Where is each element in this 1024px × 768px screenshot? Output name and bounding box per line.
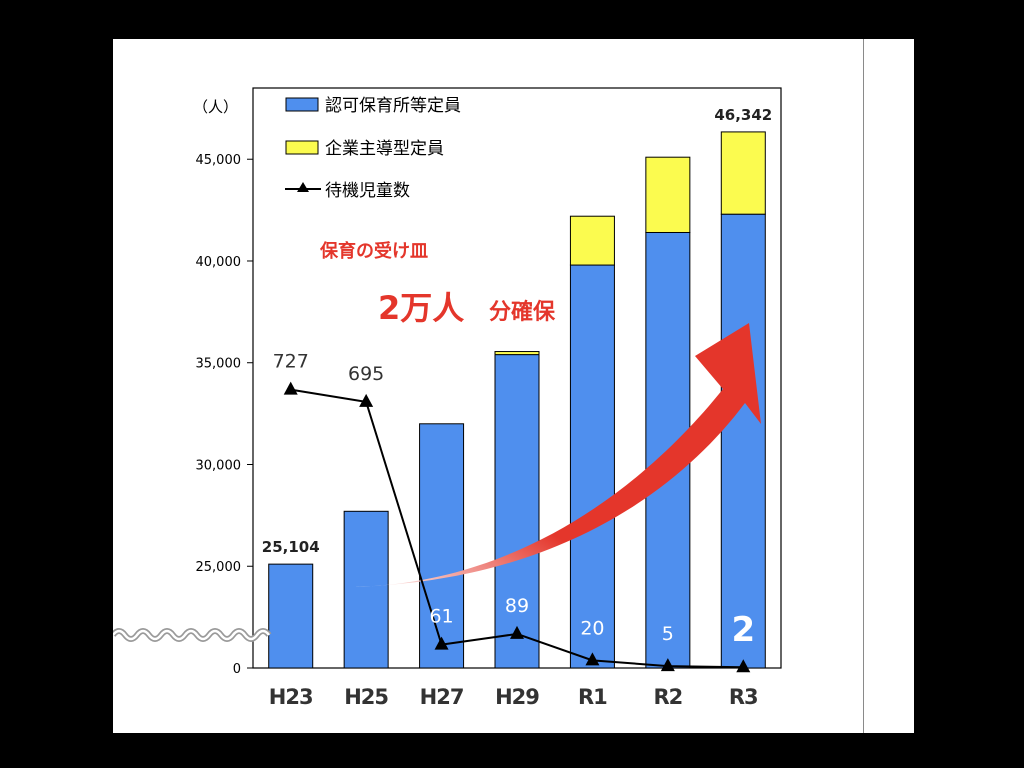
bars: 25,104 46,342 bbox=[262, 106, 772, 669]
slide: （人） 45,000 40,000 35,000 30,000 25,000 0 25,1… bbox=[113, 39, 913, 733]
legend-marker-waiting bbox=[297, 182, 309, 192]
y-tick-label-2: 35,000 bbox=[196, 357, 242, 372]
annotation-caption-top: 保育の受け皿 bbox=[319, 240, 428, 262]
waiting-label-H23: 727 bbox=[273, 351, 309, 373]
bar-kigyo-H29 bbox=[494, 351, 540, 356]
waiting-point-H29 bbox=[510, 625, 524, 639]
bar-ninka-H29 bbox=[494, 354, 540, 669]
side-panel bbox=[863, 39, 914, 733]
legend: 認可保育所等定員 企業主導型定員 待機児童数 bbox=[285, 96, 461, 201]
y-tick-label-1: 40,000 bbox=[196, 255, 242, 270]
bar-kigyo-R2 bbox=[645, 156, 691, 233]
waiting-point-R3 bbox=[736, 659, 751, 673]
x-axis: H23 H25 H27 H29 R1 R2 R3 bbox=[269, 685, 759, 709]
y-tick-label-0: 45,000 bbox=[196, 153, 242, 168]
bar-ninka-H25 bbox=[343, 510, 389, 669]
axis-break-mark-inner bbox=[113, 629, 270, 641]
annotation-caption-big: 2万人 bbox=[378, 289, 464, 327]
bar-total-label-H23: 25,104 bbox=[262, 538, 320, 556]
x-label-R1: R1 bbox=[578, 685, 607, 709]
legend-label-waiting: 待機児童数 bbox=[325, 181, 410, 201]
y-tick-label-5: 0 bbox=[233, 662, 241, 677]
waiting-label-H29: 89 bbox=[505, 595, 529, 617]
x-label-H23: H23 bbox=[269, 685, 313, 709]
legend-label-ninka: 認可保育所等定員 bbox=[325, 96, 461, 116]
x-label-R3: R3 bbox=[729, 685, 758, 709]
waiting-point-R1 bbox=[585, 652, 600, 666]
x-label-H29: H29 bbox=[495, 685, 539, 709]
legend-label-kigyo: 企業主導型定員 bbox=[325, 139, 444, 159]
legend-swatch-ninka bbox=[285, 97, 319, 112]
chart: （人） 45,000 40,000 35,000 30,000 25,000 0 25,1… bbox=[113, 87, 782, 709]
annotation-caption-small: 分確保 bbox=[489, 299, 556, 325]
bar-total-label-R3: 46,342 bbox=[714, 106, 772, 124]
bar-ninka-H27 bbox=[419, 423, 465, 669]
y-tick-label-4: 25,000 bbox=[196, 560, 242, 575]
bar-kigyo-R3 bbox=[720, 131, 766, 215]
waiting-point-H25 bbox=[359, 393, 374, 407]
waiting-label-R1: 20 bbox=[580, 617, 604, 639]
y-tick-label-3: 30,000 bbox=[196, 458, 242, 473]
legend-swatch-kigyo bbox=[285, 140, 319, 155]
bar-kigyo-R1 bbox=[569, 215, 615, 266]
x-label-H25: H25 bbox=[344, 685, 388, 709]
growth-arrow bbox=[345, 323, 761, 587]
y-axis: 45,000 40,000 35,000 30,000 25,000 0 bbox=[196, 153, 253, 677]
x-label-R2: R2 bbox=[653, 685, 682, 709]
bar-ninka-H23 bbox=[268, 563, 314, 669]
bar-ninka-R1 bbox=[569, 264, 615, 669]
waiting-point-H27 bbox=[434, 636, 449, 650]
waiting-point-H23 bbox=[283, 381, 298, 395]
waiting-label-H27: 61 bbox=[429, 606, 453, 628]
y-unit-label: （人） bbox=[193, 98, 238, 116]
waiting-point-R2 bbox=[660, 658, 675, 672]
waiting-label-H25: 695 bbox=[348, 363, 384, 385]
waiting-label-R3: 2 bbox=[731, 610, 755, 650]
bar-ninka-R3 bbox=[720, 213, 766, 669]
x-label-H27: H27 bbox=[420, 685, 464, 709]
waiting-children-line: 727 695 61 89 20 5 2 bbox=[273, 351, 755, 673]
waiting-label-R2: 5 bbox=[662, 623, 674, 645]
